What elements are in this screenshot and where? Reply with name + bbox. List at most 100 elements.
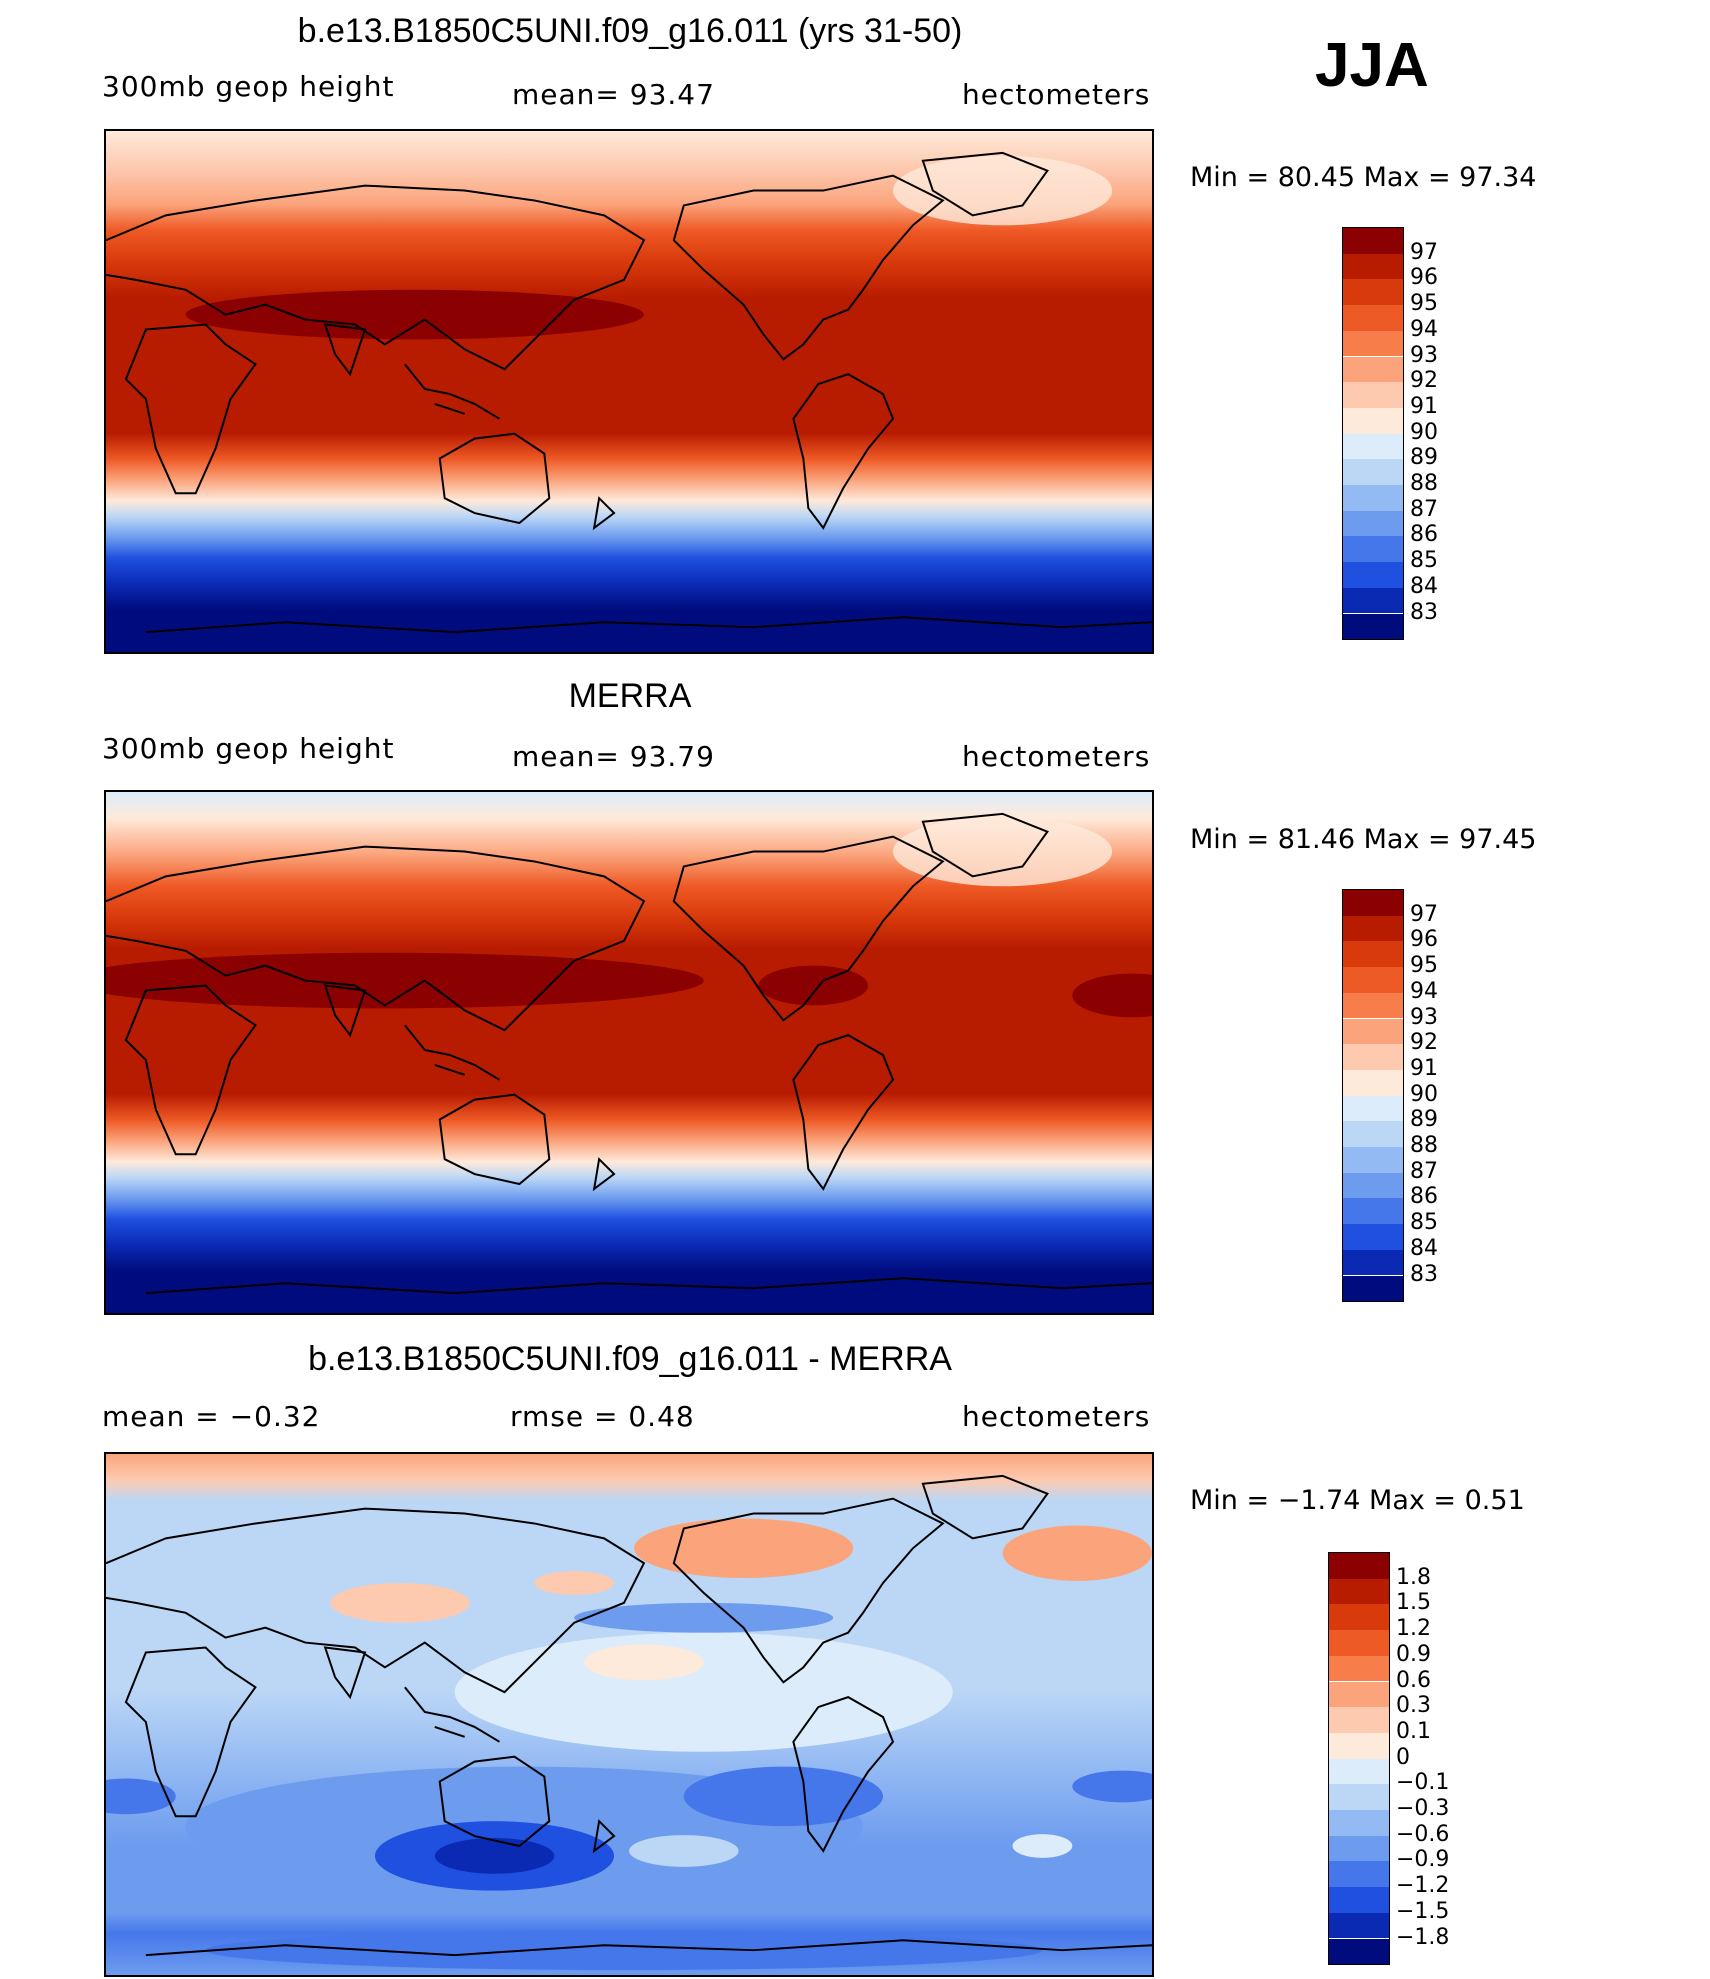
colorbar-level-label: −0.3 xyxy=(1396,1796,1450,1821)
colorbar-level-label: 0.6 xyxy=(1396,1667,1431,1693)
colorbar-swatch xyxy=(1329,1681,1389,1708)
colorbar-level-label: 97 xyxy=(1410,901,1438,927)
colorbar-box xyxy=(1328,1552,1390,1966)
colorbar-swatch xyxy=(1329,1578,1389,1605)
panel-2-title: MERRA xyxy=(568,677,692,715)
colorbar-level-label: 94 xyxy=(1410,978,1438,1004)
colorbar-level-label: 88 xyxy=(1410,1133,1438,1158)
colorbar-level-label: 92 xyxy=(1410,1030,1438,1056)
colorbar-swatch xyxy=(1343,992,1403,1019)
colorbar-swatch xyxy=(1343,279,1403,306)
colorbar-swatch xyxy=(1329,1707,1389,1733)
colorbar-swatch xyxy=(1329,1861,1389,1888)
colorbar-level-label: 84 xyxy=(1410,573,1438,599)
colorbar-swatch xyxy=(1343,433,1403,460)
colorbar-level-label: 93 xyxy=(1410,342,1438,368)
colorbar-swatch xyxy=(1343,890,1403,916)
colorbar-level-label: 0 xyxy=(1396,1744,1410,1770)
panel-3-field-svg xyxy=(106,1454,1152,1975)
colorbar-swatch xyxy=(1343,1224,1403,1250)
colorbar-swatch xyxy=(1343,1249,1403,1276)
colorbar-level-label: 91 xyxy=(1410,393,1438,419)
colorbar-swatch xyxy=(1343,1095,1403,1122)
panel-1-field-svg xyxy=(106,131,1152,652)
colorbar-level-label: −1.2 xyxy=(1396,1873,1450,1899)
colorbar-swatch xyxy=(1343,407,1403,434)
colorbar-swatch xyxy=(1343,1018,1403,1045)
colorbar-level-label: 85 xyxy=(1410,548,1438,574)
colorbar-swatch xyxy=(1343,382,1403,408)
colorbar-level-label: 95 xyxy=(1410,953,1438,979)
colorbar-swatch xyxy=(1343,536,1403,563)
colorbar-level-label: 87 xyxy=(1410,496,1438,522)
panel-2-variable-label: 300mb geop height xyxy=(102,732,395,765)
colorbar-swatch xyxy=(1343,915,1403,942)
colorbar-swatch xyxy=(1329,1810,1389,1836)
colorbar-level-label: 97 xyxy=(1410,239,1438,265)
colorbar-level-label: 1.8 xyxy=(1396,1564,1431,1590)
colorbar-level-label: 86 xyxy=(1410,1184,1438,1210)
colorbar-level-label: 90 xyxy=(1410,419,1438,445)
colorbar-swatch xyxy=(1343,228,1403,254)
colorbar-level-label: 96 xyxy=(1410,265,1438,291)
panel-1-mean-label: mean= 93.47 xyxy=(512,78,715,111)
panel-2-units-label: hectometers xyxy=(962,740,1151,773)
colorbar-swatch xyxy=(1329,1835,1389,1862)
colorbar-swatch xyxy=(1343,562,1403,588)
season-label: JJA xyxy=(1315,31,1429,100)
colorbar-level-label: 0.9 xyxy=(1396,1641,1431,1667)
colorbar-swatch xyxy=(1343,356,1403,383)
panel-3-rmse-label: rmse = 0.48 xyxy=(510,1400,695,1433)
panel-3-coastlines xyxy=(106,1474,1152,1957)
colorbar-swatch xyxy=(1343,253,1403,280)
panel-1-title: b.e13.B1850C5UNI.f09_g16.011 (yrs 31-50) xyxy=(297,12,963,50)
colorbar-swatch xyxy=(1343,485,1403,511)
colorbar-level-label: 0.1 xyxy=(1396,1718,1431,1744)
colorbar-level-label: 89 xyxy=(1410,1107,1438,1133)
colorbar-level-label: −0.1 xyxy=(1396,1770,1450,1796)
colorbar-level-label: 84 xyxy=(1410,1235,1438,1261)
colorbar-box xyxy=(1342,889,1404,1303)
colorbar-level-label: 1.2 xyxy=(1396,1616,1431,1642)
colorbar-level-label: −1.5 xyxy=(1396,1898,1450,1924)
colorbar-swatch xyxy=(1343,510,1403,537)
panel-2-field-svg xyxy=(106,792,1152,1313)
colorbar-level-label: 83 xyxy=(1410,1261,1438,1287)
colorbar-level-label: 1.5 xyxy=(1396,1590,1431,1616)
panel-2-high-core-atlantic xyxy=(1072,973,1152,1018)
colorbar-swatch xyxy=(1343,305,1403,331)
colorbar-level-label: 94 xyxy=(1410,316,1438,342)
colorbar-level-label: −0.6 xyxy=(1396,1821,1450,1847)
colorbar-swatch xyxy=(1343,1275,1403,1302)
panel-3-mean-label: mean = −0.32 xyxy=(102,1400,321,1433)
colorbar-box xyxy=(1342,227,1404,641)
panel-2-minmax: Min = 81.46 Max = 97.45 xyxy=(1190,824,1537,855)
panel-1-high-core xyxy=(185,289,644,340)
colorbar-swatch xyxy=(1343,1069,1403,1096)
colorbar-level-label: −0.9 xyxy=(1396,1847,1450,1873)
colorbar-level-label: 95 xyxy=(1410,291,1438,317)
colorbar-swatch xyxy=(1329,1604,1389,1631)
colorbar-swatch xyxy=(1329,1758,1389,1785)
colorbar-swatch xyxy=(1343,459,1403,485)
panel-2-high-core-mexico xyxy=(758,965,869,1006)
colorbar-swatch xyxy=(1343,1147,1403,1173)
colorbar-level-label: 90 xyxy=(1410,1081,1438,1107)
panel-2-map xyxy=(104,790,1154,1315)
colorbar-swatch xyxy=(1343,1044,1403,1070)
colorbar-swatch xyxy=(1343,1172,1403,1199)
panel-3-map xyxy=(104,1452,1154,1977)
colorbar-level-label: 87 xyxy=(1410,1158,1438,1184)
panel-1-coastlines xyxy=(106,151,1152,634)
panel-2-mean-label: mean= 93.79 xyxy=(512,740,715,773)
colorbar-level-label: 86 xyxy=(1410,522,1438,548)
colorbar-swatch xyxy=(1343,941,1403,968)
colorbar-swatch xyxy=(1329,1912,1389,1939)
colorbar-swatch xyxy=(1343,330,1403,357)
colorbar-swatch xyxy=(1343,613,1403,640)
colorbar-level-label: 93 xyxy=(1410,1004,1438,1030)
panel-3-title: b.e13.B1850C5UNI.f09_g16.011 - MERRA xyxy=(308,1340,952,1378)
colorbar-swatch xyxy=(1343,1121,1403,1147)
colorbar-level-label: 83 xyxy=(1410,599,1438,625)
colorbar-swatch xyxy=(1329,1655,1389,1682)
